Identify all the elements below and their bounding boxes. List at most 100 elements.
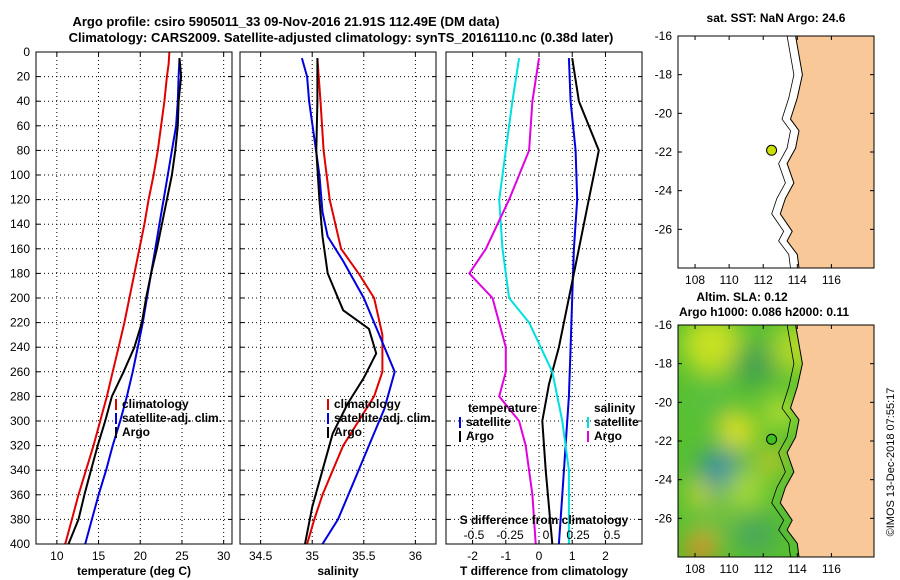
map-x-tick-label: 114: [788, 562, 807, 576]
depth-tick-label: 60: [17, 119, 31, 133]
map-y-tick-label: -16: [655, 318, 673, 332]
map-y-tick-label: -24: [655, 184, 673, 198]
depth-tick-label: 120: [10, 193, 30, 207]
panel-difference: -2 -1 0 1 2T difference from climatology temp…: [445, 51, 643, 578]
map-content: [678, 325, 874, 557]
map-x-tick-label: 114: [788, 273, 807, 287]
panel-frame: [35, 51, 233, 545]
x-tick-label: 35: [306, 549, 320, 563]
top-axis-label: S difference from climatology: [460, 513, 629, 527]
top-axis-tick-label: 0.25: [566, 528, 590, 542]
legend-label-salinity: salinity: [594, 401, 636, 415]
sla-blob: [688, 494, 737, 543]
x-tick-label: 25: [175, 549, 189, 563]
series-line-climatology: [64, 52, 171, 544]
sla-blob: [688, 378, 737, 427]
series-line-satellite-adj-clim-: [300, 57, 396, 544]
sla-blob: [686, 535, 715, 557]
sla-blob: [719, 413, 756, 450]
credit-text: ©IMOS 13-Dec-2018 07:55:17: [885, 388, 897, 537]
x-tick-label: 10: [50, 549, 64, 563]
legend-label-temperature: Argo: [466, 429, 494, 443]
sla-blob: [726, 469, 767, 510]
shelf-contour: [771, 325, 795, 557]
series-group: [468, 57, 600, 544]
x-tick-label: 2: [602, 549, 609, 563]
map-y-tick-label: -16: [655, 29, 673, 43]
depth-tick-label: 360: [10, 488, 30, 502]
depth-tick-label: 340: [10, 463, 30, 477]
x-tick-label: 35.5: [352, 549, 376, 563]
map-y-tick-label: -18: [655, 357, 673, 371]
x-tick-label: 34.5: [249, 549, 273, 563]
legend-label: climatology: [334, 397, 401, 411]
sst-map: 108 110 112 114 116 -16 -18 -20 -22 -24 -26 sat. SS…: [655, 11, 875, 287]
panel-frame: [445, 51, 643, 545]
map-x-tick-label: 108: [685, 562, 705, 576]
depth-tick-label: 100: [10, 168, 30, 182]
figure-title-line-1: Argo profile: csiro 5905011_33 09-Nov-20…: [72, 14, 499, 29]
depth-tick-label: 160: [10, 242, 30, 256]
depth-tick-label: 220: [10, 316, 30, 330]
map-y-tick-label: -20: [655, 106, 673, 120]
legend-label: satellite-adj. clim.: [122, 411, 222, 425]
depth-tick-label: 140: [10, 217, 30, 231]
top-axis-tick-label: 0: [543, 528, 550, 542]
legend-label-salinity: Argo: [594, 429, 622, 443]
x-tick-label: 36: [409, 549, 423, 563]
legend-label: climatology: [122, 397, 189, 411]
series-line-argo: [67, 58, 183, 544]
depth-tick-label: 180: [10, 266, 30, 280]
series-line-argo: [304, 58, 378, 544]
map-y-tick-label: -26: [655, 222, 673, 236]
sla-map: 108 110 112 114 116 -16 -18 -20 -22 -24 -26 Altim. …: [655, 290, 875, 576]
x-tick-label: 30: [217, 549, 231, 563]
map-y-tick-label: -18: [655, 68, 673, 82]
depth-tick-label: 300: [10, 414, 30, 428]
map-title: sat. SST: NaN Argo: 24.6: [707, 11, 846, 25]
sla-blob: [732, 341, 777, 386]
map-panels: 108 110 112 114 116 -16 -18 -20 -22 -24 -26 sat. SS…: [655, 11, 875, 576]
x-tick-label: -2: [467, 549, 478, 563]
series-line-s-argo: [468, 57, 540, 544]
sla-blob: [682, 325, 743, 375]
depth-tick-label: 0: [23, 45, 30, 59]
map-x-tick-label: 116: [822, 273, 841, 287]
x-axis-label: temperature (deg C): [77, 564, 191, 578]
x-tick-label: -1: [500, 549, 511, 563]
x-tick-label: 20: [134, 549, 148, 563]
depth-tick-label: 280: [10, 389, 30, 403]
depth-tick-label: 80: [17, 143, 31, 157]
sla-blob: [688, 481, 709, 502]
panel-frame: [239, 51, 437, 545]
depth-tick-label: 200: [10, 291, 30, 305]
map-y-tick-label: -20: [655, 395, 673, 409]
top-axis-tick-label: -0.5: [464, 528, 485, 542]
legend-label: satellite-adj. clim.: [334, 411, 434, 425]
series-line-t-argo: [541, 57, 600, 544]
map-frame: [677, 324, 875, 558]
map-x-tick-label: 110: [720, 562, 739, 576]
map-title-line-1: Altim. SLA: 0.12: [696, 290, 788, 304]
series-line-t-satellite: [557, 58, 579, 544]
depth-tick-label: 40: [17, 94, 31, 108]
map-title-line-2: Argo h1000: 0.086 h2000: 0.11: [679, 305, 849, 319]
x-axis-label: T difference from climatology: [460, 564, 628, 578]
map-y-tick-label: -24: [655, 473, 673, 487]
sla-blob: [732, 511, 777, 556]
legend-label-temperature: temperature: [468, 401, 538, 415]
map-y-tick-label: -22: [655, 434, 673, 448]
series-group: [64, 52, 183, 544]
depth-tick-label: 260: [10, 365, 30, 379]
depth-tick-label: 320: [10, 439, 30, 453]
map-frame: [677, 35, 875, 269]
depth-tick-label: 20: [17, 70, 31, 84]
sla-blob: [759, 448, 784, 473]
map-x-tick-label: 108: [685, 273, 705, 287]
profile-panels: 0204060801001201401601802002202402602803…: [10, 45, 643, 578]
argo-float-marker: [766, 144, 778, 156]
legend-label-temperature: satellite: [466, 415, 511, 429]
map-y-tick-label: -22: [655, 145, 673, 159]
x-tick-label: 1: [569, 549, 576, 563]
